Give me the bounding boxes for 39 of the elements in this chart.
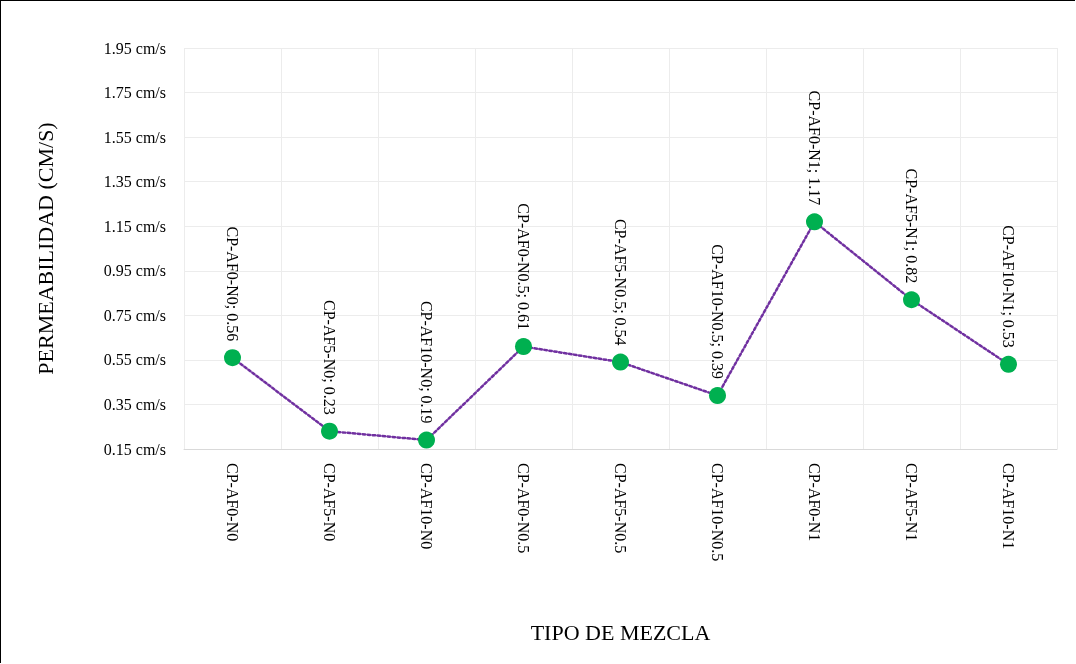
point <box>903 291 920 309</box>
y-tick-label: 1.95 cm/s <box>103 39 166 57</box>
point <box>1000 355 1017 373</box>
point <box>612 353 629 371</box>
x-tick-label: CP-AF10-N1 <box>1000 463 1017 550</box>
point <box>224 349 241 367</box>
data-label: CP-AF10-N0; 0.19 <box>418 300 435 424</box>
y-axis-title: PERMEABILIDAD (CM/S) <box>32 122 58 375</box>
x-tick-label: CP-AF10-N0 <box>418 463 435 550</box>
data-label: CP-AF5-N1; 0.82 <box>903 168 920 284</box>
x-tick-label: CP-AF0-N0 <box>224 463 241 542</box>
y-tick-label: 1.35 cm/s <box>103 173 166 191</box>
x-tick-label: CP-AF0-N0.5 <box>515 463 532 554</box>
data-label: CP-AF0-N0.5; 0.61 <box>515 203 532 331</box>
x-tick-label: CP-AF5-N0 <box>321 463 338 542</box>
data-label: CP-AF5-N0.5; 0.54 <box>612 218 629 346</box>
point <box>806 213 823 231</box>
point <box>321 422 338 440</box>
x-tick-label: CP-AF10-N0.5 <box>709 463 726 562</box>
y-tick-label: 1.55 cm/s <box>103 128 166 146</box>
data-label: CP-AF5-N0; 0.23 <box>321 299 338 415</box>
data-label: CP-AF10-N0.5; 0.39 <box>709 244 726 380</box>
y-tick-label: 1.15 cm/s <box>103 217 166 235</box>
y-tick-label: 1.75 cm/s <box>103 84 166 102</box>
y-tick-label: 0.95 cm/s <box>103 262 166 280</box>
point <box>709 387 726 405</box>
x-tick-label: CP-AF5-N0.5 <box>612 463 629 554</box>
y-tick-label: 0.15 cm/s <box>103 440 166 458</box>
data-label: CP-AF0-N1; 1.17 <box>806 90 823 206</box>
point <box>418 431 435 449</box>
x-tick-label: CP-AF0-N1 <box>806 463 823 542</box>
data-label: CP-AF0-N0; 0.56 <box>224 226 241 342</box>
data-label: CP-AF10-N1; 0.53 <box>1000 225 1017 348</box>
x-tick-label: CP-AF5-N1 <box>903 463 920 542</box>
y-tick-label: 0.75 cm/s <box>103 306 166 324</box>
y-tick-label: 0.55 cm/s <box>103 351 166 369</box>
point <box>515 338 532 356</box>
y-tick-label: 0.35 cm/s <box>103 395 166 413</box>
x-axis-title: TIPO DE MEZCLA <box>530 619 711 645</box>
